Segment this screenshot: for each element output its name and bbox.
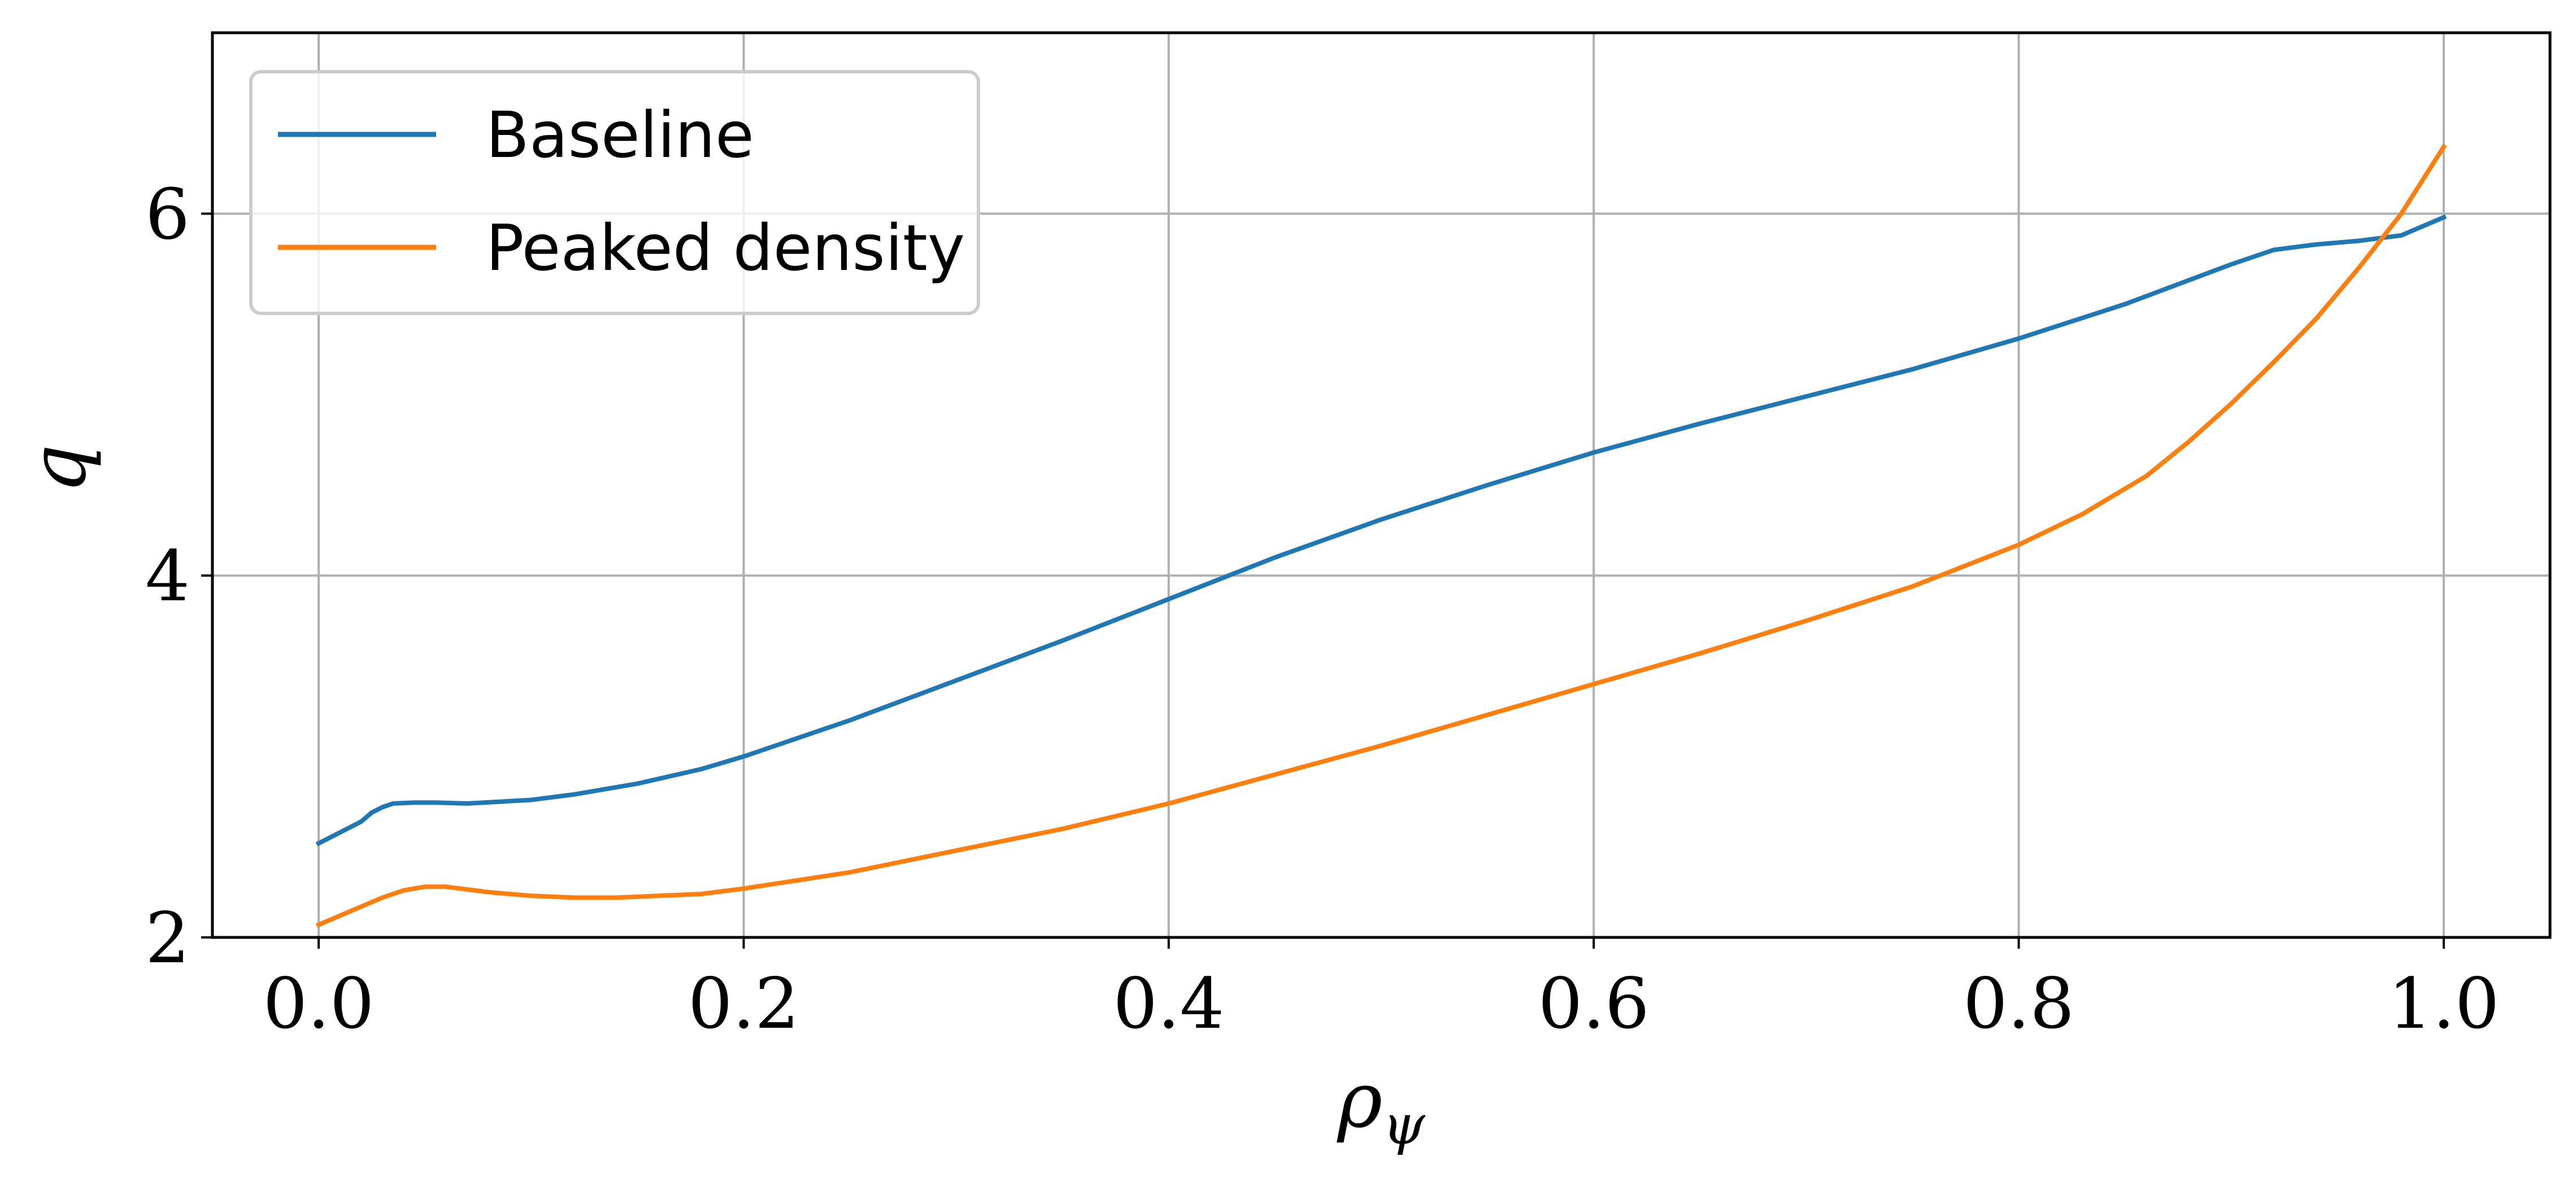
x-tick-label: 0.6 <box>1538 963 1650 1045</box>
y-tick-label: 2 <box>145 898 190 979</box>
x-axis-label-subscript: ψ <box>1382 1093 1426 1157</box>
x-tick-label: 0.8 <box>1963 963 2074 1045</box>
series-line-peaked-density <box>315 143 2447 928</box>
legend-label-baseline: Baseline <box>486 99 754 172</box>
plot-frame <box>211 31 2552 939</box>
y-tick-label: 4 <box>145 536 190 617</box>
x-axis-label: ρψ <box>1336 1056 1426 1157</box>
tick-labels: 0.0 0.2 0.4 0.6 0.8 1.0 2 4 6 <box>145 174 2499 1045</box>
x-tick-label: 0.2 <box>688 963 799 1045</box>
x-tick-label: 0.4 <box>1113 963 1224 1045</box>
x-axis-label-main: ρ <box>1336 1056 1382 1145</box>
series-layer <box>315 143 2447 928</box>
axis-ticks <box>201 212 2445 949</box>
x-tick-label: 0.0 <box>263 963 374 1045</box>
y-axis-label: q <box>14 444 103 493</box>
y-tick-label: 6 <box>145 174 190 255</box>
legend-label-peaked-density: Peaked density <box>486 212 965 285</box>
legend: Baseline Peaked density <box>249 70 980 315</box>
series-line-baseline <box>315 214 2447 846</box>
x-tick-label: 1.0 <box>2388 963 2499 1045</box>
